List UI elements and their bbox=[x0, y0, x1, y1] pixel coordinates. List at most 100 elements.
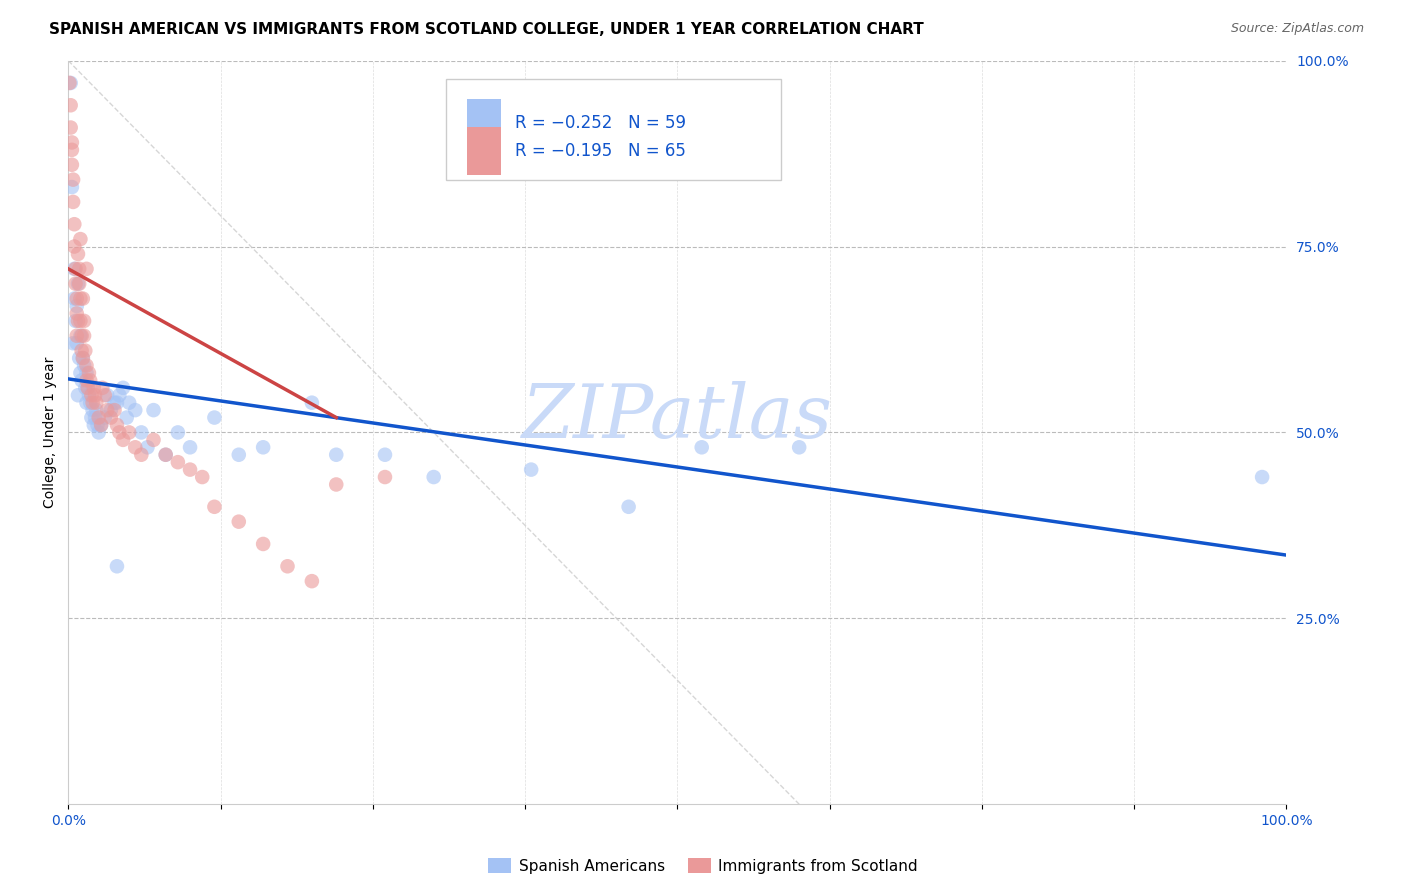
Point bbox=[228, 448, 250, 462]
Point bbox=[70, 328, 93, 343]
Point bbox=[80, 388, 103, 402]
Point bbox=[142, 433, 165, 447]
Point bbox=[80, 410, 103, 425]
Point bbox=[252, 537, 274, 551]
Point bbox=[73, 328, 96, 343]
Point bbox=[66, 299, 89, 313]
Point bbox=[84, 403, 107, 417]
Point bbox=[131, 448, 153, 462]
Point bbox=[228, 515, 250, 529]
Point bbox=[91, 381, 114, 395]
Point bbox=[60, 180, 83, 194]
Point bbox=[58, 76, 80, 90]
Point bbox=[82, 395, 104, 409]
Point bbox=[204, 500, 226, 514]
Point bbox=[103, 395, 125, 409]
Point bbox=[73, 359, 96, 373]
Text: R = −0.195   N = 65: R = −0.195 N = 65 bbox=[516, 142, 686, 160]
Point bbox=[100, 403, 122, 417]
Point bbox=[62, 194, 84, 209]
Legend: Spanish Americans, Immigrants from Scotland: Spanish Americans, Immigrants from Scotl… bbox=[482, 852, 924, 880]
Point bbox=[59, 98, 82, 112]
Point bbox=[66, 336, 89, 351]
Point bbox=[105, 417, 128, 432]
Point bbox=[112, 381, 135, 395]
Point bbox=[108, 425, 131, 440]
Point bbox=[108, 388, 131, 402]
Point bbox=[67, 351, 90, 365]
Point bbox=[118, 425, 141, 440]
Point bbox=[73, 314, 96, 328]
Point bbox=[62, 336, 84, 351]
Point bbox=[167, 425, 190, 440]
Point bbox=[94, 388, 117, 402]
Point bbox=[1251, 470, 1274, 484]
Point bbox=[69, 314, 91, 328]
Point bbox=[66, 314, 89, 328]
Point bbox=[69, 232, 91, 246]
Point bbox=[75, 381, 97, 395]
Point bbox=[66, 388, 89, 402]
Point bbox=[66, 292, 89, 306]
Point bbox=[112, 433, 135, 447]
FancyBboxPatch shape bbox=[446, 79, 780, 179]
Point bbox=[422, 470, 444, 484]
Point bbox=[179, 462, 201, 476]
Text: R = −0.252   N = 59: R = −0.252 N = 59 bbox=[516, 114, 686, 132]
Point bbox=[325, 477, 347, 491]
FancyBboxPatch shape bbox=[467, 99, 501, 147]
Point bbox=[155, 448, 177, 462]
Point bbox=[59, 76, 82, 90]
Point bbox=[179, 440, 201, 454]
Point bbox=[690, 440, 713, 454]
Point bbox=[124, 403, 146, 417]
Point bbox=[76, 366, 98, 380]
Point bbox=[155, 448, 177, 462]
Point bbox=[63, 261, 86, 276]
Text: ZIPatlas: ZIPatlas bbox=[522, 381, 832, 454]
FancyBboxPatch shape bbox=[467, 127, 501, 175]
Point bbox=[105, 559, 128, 574]
Point bbox=[252, 440, 274, 454]
Point bbox=[301, 395, 323, 409]
Point bbox=[60, 136, 83, 150]
Point bbox=[69, 366, 91, 380]
Text: SPANISH AMERICAN VS IMMIGRANTS FROM SCOTLAND COLLEGE, UNDER 1 YEAR CORRELATION C: SPANISH AMERICAN VS IMMIGRANTS FROM SCOT… bbox=[49, 22, 924, 37]
Point bbox=[76, 359, 98, 373]
Point bbox=[79, 395, 101, 409]
Point bbox=[124, 440, 146, 454]
Point bbox=[72, 292, 94, 306]
Point bbox=[63, 217, 86, 231]
Point bbox=[75, 343, 97, 358]
Point bbox=[63, 239, 86, 253]
Point bbox=[63, 292, 86, 306]
Point bbox=[204, 410, 226, 425]
Point bbox=[787, 440, 810, 454]
Point bbox=[72, 351, 94, 365]
Point bbox=[136, 440, 159, 454]
Point bbox=[520, 462, 543, 476]
Point bbox=[105, 395, 128, 409]
Point bbox=[66, 328, 89, 343]
Point bbox=[66, 306, 89, 320]
Point bbox=[66, 277, 89, 291]
Point bbox=[87, 425, 110, 440]
Point bbox=[100, 410, 122, 425]
Point bbox=[59, 120, 82, 135]
Point bbox=[66, 247, 89, 261]
Point bbox=[84, 388, 107, 402]
Point bbox=[65, 277, 87, 291]
Point bbox=[69, 328, 91, 343]
Point bbox=[65, 261, 87, 276]
Point bbox=[191, 470, 214, 484]
Point bbox=[76, 395, 98, 409]
Point bbox=[142, 403, 165, 417]
Point bbox=[86, 417, 108, 432]
Point bbox=[67, 261, 90, 276]
Text: Source: ZipAtlas.com: Source: ZipAtlas.com bbox=[1230, 22, 1364, 36]
Point bbox=[70, 343, 93, 358]
Point bbox=[118, 395, 141, 409]
Point bbox=[115, 410, 138, 425]
Point bbox=[96, 403, 118, 417]
Y-axis label: College, Under 1 year: College, Under 1 year bbox=[44, 357, 58, 508]
